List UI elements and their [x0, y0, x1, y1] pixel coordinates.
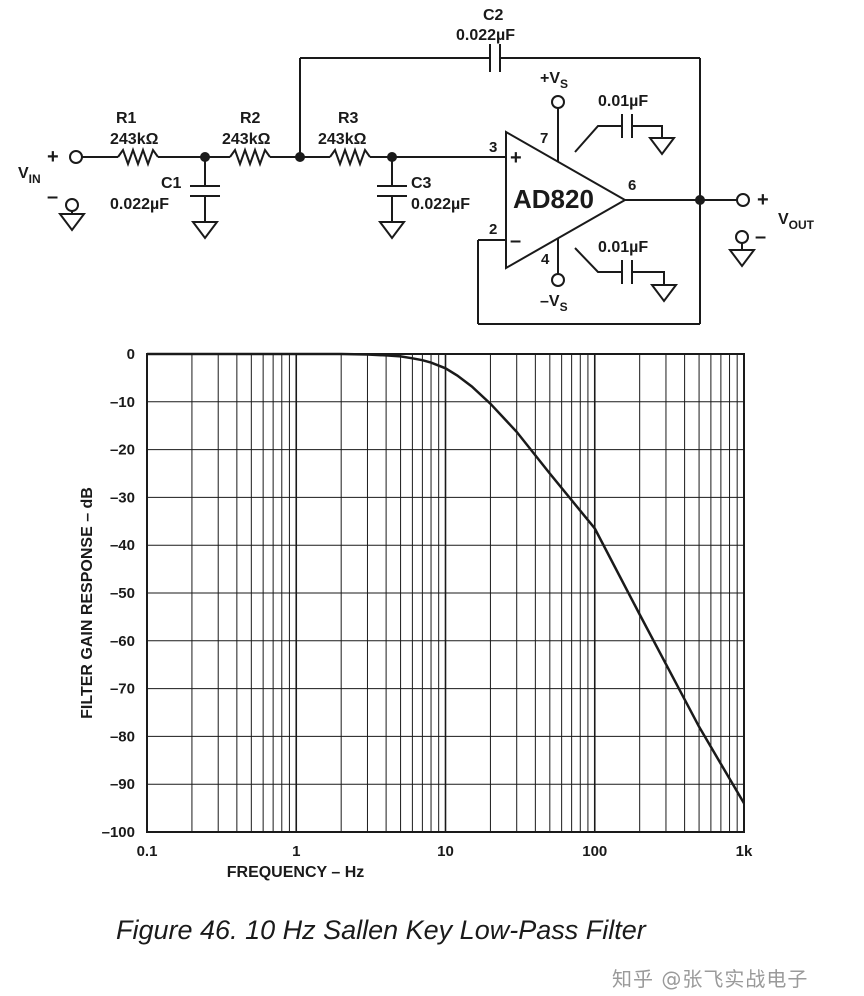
r1-name: R1 [116, 110, 137, 127]
y-tick-label: 0 [127, 346, 135, 363]
noninverting-sign: + [510, 147, 522, 169]
watermark: 知乎 @张飞实战电子 [612, 967, 809, 991]
vin-label: VIN [18, 165, 41, 186]
pin-7: 7 [540, 130, 548, 147]
y-tick-label: –40 [110, 537, 135, 554]
c1-value: 0.022µF [110, 196, 169, 213]
circuit-schematic: VIN + – R1 243kΩ R2 243kΩ R3 243kΩ C1 0.… [18, 7, 815, 325]
bypass-bottom-value: 0.01µF [598, 239, 648, 256]
r3-name: R3 [338, 110, 359, 127]
x-axis-label: FREQUENCY – Hz [227, 864, 365, 881]
filter-response-chart: 0.1 1 10 100 1k 0 –10 –20 –30 –40 –50 –60 –70 –80 –90… [79, 346, 753, 881]
x-tick-label: 100 [582, 843, 607, 860]
pin-3: 3 [489, 139, 497, 156]
x-tick-label: 10 [437, 843, 454, 860]
y-tick-label: –100 [102, 824, 135, 841]
y-tick-label: –10 [110, 394, 135, 411]
y-tick-label: –90 [110, 776, 135, 793]
x-tick-label: 0.1 [137, 843, 158, 860]
r1-value: 243kΩ [110, 131, 159, 148]
x-tick-label: 1k [736, 843, 753, 860]
y-tick-label: –30 [110, 489, 135, 506]
bypass-top-value: 0.01µF [598, 93, 648, 110]
y-tick-label: –70 [110, 681, 135, 698]
y-tick-label: –20 [110, 442, 135, 459]
vs-positive-label: +VS [540, 70, 568, 91]
c3-value: 0.022µF [411, 196, 470, 213]
x-tick-labels: 0.1 1 10 100 1k [137, 843, 753, 860]
c1-name: C1 [161, 175, 182, 192]
pin-2: 2 [489, 221, 497, 238]
y-axis-label: FILTER GAIN RESPONSE – dB [79, 487, 96, 719]
vin-plus: + [47, 146, 59, 168]
vout-label: VOUT [778, 211, 815, 232]
figure-caption: Figure 46. 10 Hz Sallen Key Low-Pass Fil… [116, 915, 646, 945]
vin-minus: – [47, 186, 58, 208]
vout-plus: + [757, 189, 769, 211]
inverting-sign: – [510, 230, 521, 252]
r3-value: 243kΩ [318, 131, 367, 148]
chart-grid [146, 353, 744, 833]
c2-value: 0.022µF [456, 27, 515, 44]
x-tick-label: 1 [292, 843, 300, 860]
vout-minus: – [755, 226, 766, 248]
opamp-label: AD820 [513, 184, 594, 214]
y-tick-label: –50 [110, 585, 135, 602]
c3-name: C3 [411, 175, 432, 192]
pin-4: 4 [541, 251, 550, 268]
c2-name: C2 [483, 7, 504, 24]
r2-value: 243kΩ [222, 131, 271, 148]
y-tick-label: –60 [110, 633, 135, 650]
y-tick-label: –80 [110, 728, 135, 745]
pin-6: 6 [628, 177, 636, 194]
vs-negative-label: –VS [540, 293, 568, 314]
r2-name: R2 [240, 110, 261, 127]
plot-frame [146, 353, 745, 833]
y-tick-labels: 0 –10 –20 –30 –40 –50 –60 –70 –80 –90 –100 [102, 346, 135, 841]
